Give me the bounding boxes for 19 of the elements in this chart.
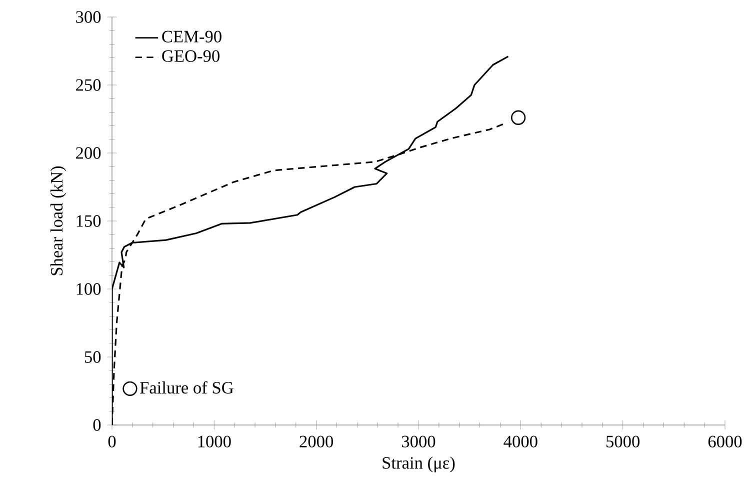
y-tick-label: 300 <box>76 11 101 23</box>
x-tick-label: 5000 <box>606 436 640 448</box>
y-tick-label: 250 <box>76 79 101 91</box>
x-axis-title: Strain (με) <box>382 456 455 472</box>
legend-label: CEM-90 <box>162 30 222 42</box>
x-tick-label: 0 <box>108 436 116 448</box>
x-tick-label: 2000 <box>300 436 334 448</box>
x-tick-label: 1000 <box>198 436 231 448</box>
x-tick-label: 6000 <box>708 436 742 448</box>
y-tick-label: 100 <box>76 283 101 295</box>
y-tick-label: 50 <box>84 351 101 363</box>
legend-label: GEO-90 <box>162 50 220 62</box>
y-axis-title: Shear load (kN) <box>50 166 66 276</box>
x-tick-label: 4000 <box>504 436 538 448</box>
y-tick-label: 200 <box>76 147 101 159</box>
y-tick-label: 150 <box>76 215 101 227</box>
y-tick-label: 0 <box>93 419 101 431</box>
x-tick-label: 3000 <box>402 436 436 448</box>
legend-label: Failure of SG <box>140 381 234 394</box>
